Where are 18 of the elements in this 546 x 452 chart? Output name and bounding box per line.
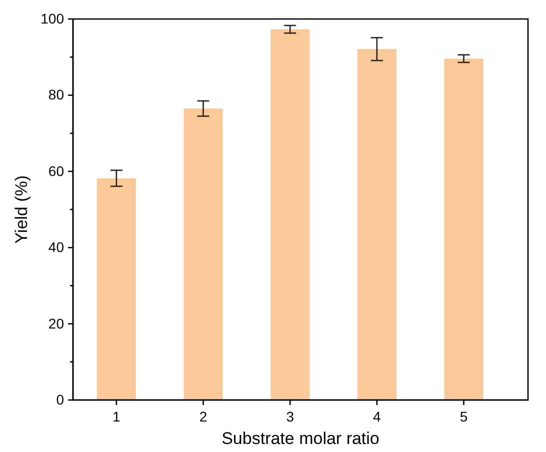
y-axis-title: Yield (%) — [12, 175, 31, 244]
x-tick-label: 3 — [286, 408, 294, 425]
y-tick-label: 80 — [48, 86, 64, 103]
x-tick-label: 1 — [112, 408, 121, 425]
y-tick-label: 40 — [48, 239, 64, 256]
x-axis-title: Substrate molar ratio — [222, 429, 380, 448]
bar — [270, 29, 310, 400]
x-tick-label: 5 — [460, 408, 468, 425]
y-tick-label: 60 — [48, 162, 64, 179]
y-tick-label: 20 — [48, 315, 64, 332]
bar — [184, 108, 223, 400]
bar — [96, 178, 136, 400]
y-tick-label: 100 — [40, 10, 64, 26]
y-tick-label: 0 — [56, 391, 64, 408]
bar — [357, 49, 396, 400]
bar — [444, 58, 484, 400]
x-tick-label: 2 — [199, 408, 208, 425]
x-tick-label: 4 — [373, 408, 382, 425]
